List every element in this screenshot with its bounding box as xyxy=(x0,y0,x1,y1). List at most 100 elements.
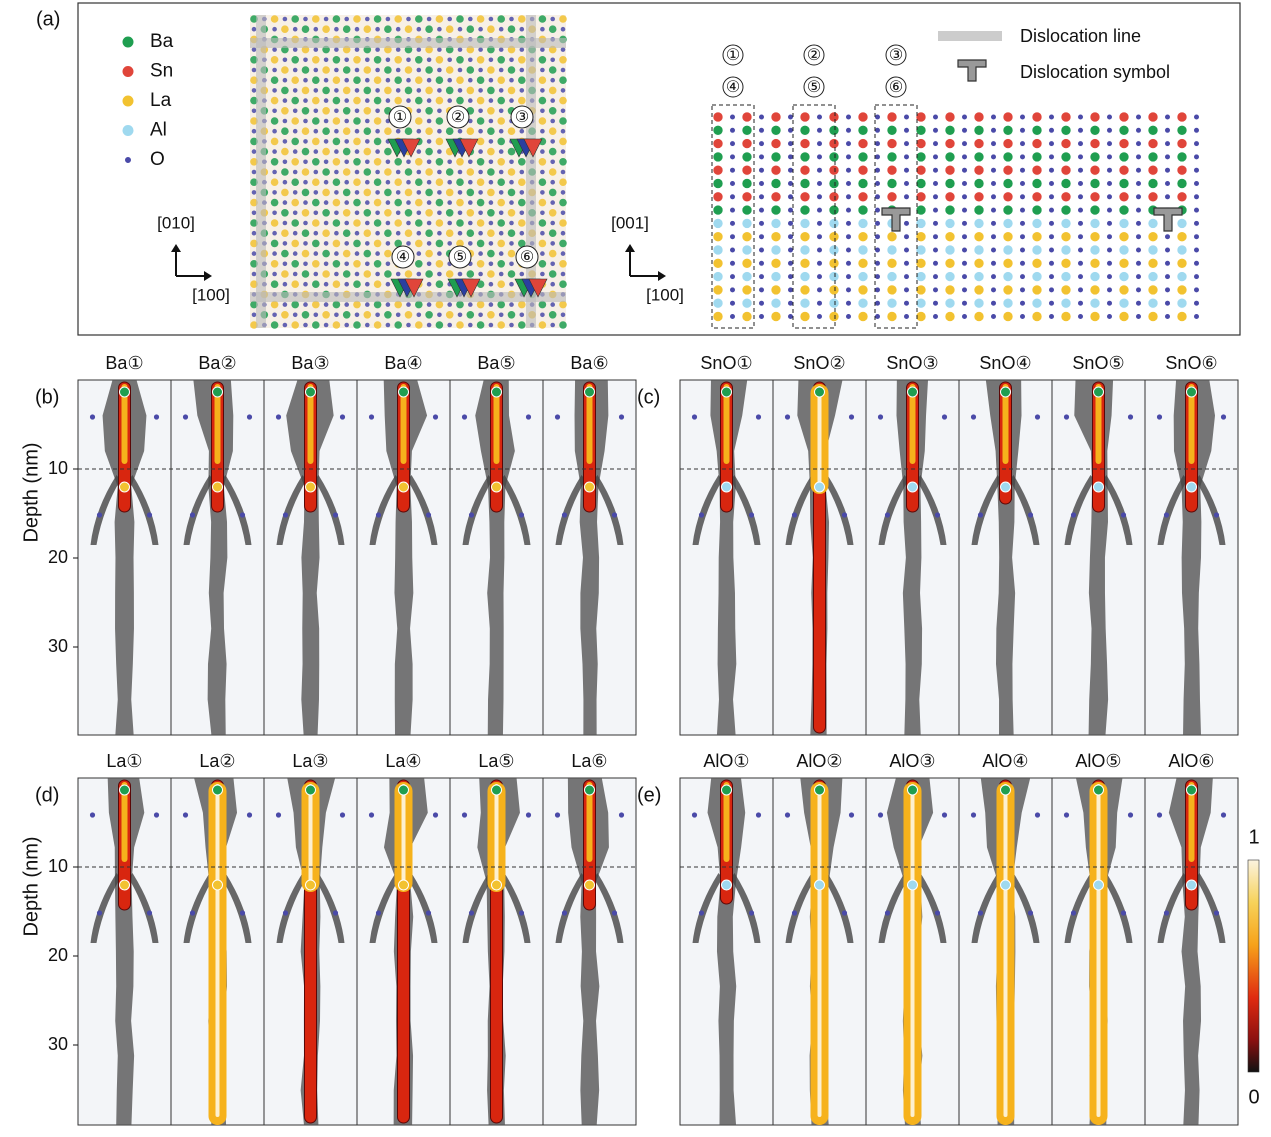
atom xyxy=(561,512,568,518)
atom xyxy=(426,98,432,103)
atom xyxy=(1135,273,1142,280)
atom xyxy=(89,414,96,420)
atom xyxy=(415,117,423,125)
atom xyxy=(435,15,444,23)
marker-circle xyxy=(391,245,415,269)
atom xyxy=(828,231,840,242)
atom xyxy=(538,96,547,105)
atom xyxy=(416,210,422,216)
atom xyxy=(758,300,765,307)
atom xyxy=(961,313,968,320)
atom xyxy=(281,147,289,156)
atom xyxy=(363,229,372,237)
atom xyxy=(874,180,881,187)
atom xyxy=(353,300,361,309)
plan-view xyxy=(250,15,567,329)
atom xyxy=(251,190,257,195)
atom xyxy=(466,188,475,197)
atom xyxy=(691,812,698,818)
atom xyxy=(944,231,956,242)
atom xyxy=(915,297,927,309)
atom xyxy=(961,153,968,160)
atom xyxy=(353,15,361,23)
column-title: SnO① xyxy=(700,353,752,373)
atom xyxy=(1060,178,1072,189)
plume-branch xyxy=(90,475,121,545)
atom xyxy=(385,302,391,307)
atom xyxy=(538,219,547,227)
atom xyxy=(426,220,432,226)
atom xyxy=(291,117,300,125)
atom xyxy=(1019,220,1026,227)
atom xyxy=(303,77,308,83)
plume-branch xyxy=(1102,873,1133,943)
atom xyxy=(944,218,956,229)
atom xyxy=(270,56,279,64)
atom xyxy=(445,127,454,135)
atom xyxy=(886,191,898,203)
atom xyxy=(435,178,444,186)
column-title: AlO⑥ xyxy=(1168,751,1214,771)
atom xyxy=(344,57,350,63)
atom xyxy=(332,76,341,84)
atom xyxy=(303,281,308,287)
atom xyxy=(1127,414,1134,420)
atom xyxy=(828,111,840,123)
atom xyxy=(437,149,442,154)
atom xyxy=(1019,273,1026,280)
atom xyxy=(342,249,351,258)
atom xyxy=(373,280,382,289)
atom xyxy=(903,180,910,187)
atom xyxy=(476,15,485,23)
atom xyxy=(1176,191,1188,203)
marker: ④ xyxy=(396,249,410,266)
atom xyxy=(404,188,413,197)
atom xyxy=(488,179,494,185)
atom xyxy=(394,219,403,227)
atom xyxy=(251,271,257,277)
atom xyxy=(1164,153,1171,160)
atom xyxy=(468,220,473,226)
atom xyxy=(415,300,423,309)
atom xyxy=(398,481,409,493)
atom xyxy=(497,76,506,84)
column-title: Ba① xyxy=(105,353,143,373)
column-title: La① xyxy=(106,751,142,771)
atom xyxy=(344,159,350,165)
atom xyxy=(1048,220,1055,227)
column-title: La⑤ xyxy=(478,751,514,771)
atom xyxy=(961,233,968,240)
atom xyxy=(281,249,289,258)
atom xyxy=(447,220,453,226)
atom xyxy=(334,88,339,93)
atom xyxy=(1106,127,1113,134)
atom xyxy=(394,56,403,64)
atom xyxy=(476,300,485,309)
atom xyxy=(1077,180,1084,187)
atom xyxy=(828,191,840,203)
atom xyxy=(990,167,997,174)
atom xyxy=(799,271,811,282)
marker: ⑥ xyxy=(520,249,534,266)
atom xyxy=(884,512,891,518)
column-title: SnO⑥ xyxy=(1165,353,1217,373)
atom xyxy=(272,67,277,73)
plume-branch xyxy=(276,873,307,943)
y-tick-label: 30 xyxy=(48,1034,68,1054)
atom xyxy=(507,311,516,319)
atom xyxy=(270,137,279,146)
atom xyxy=(344,139,350,144)
marker-circle xyxy=(885,44,907,66)
atom xyxy=(354,190,360,195)
atom xyxy=(305,386,316,398)
atom xyxy=(406,241,411,246)
atom xyxy=(291,178,300,186)
atom xyxy=(498,47,504,52)
atom xyxy=(886,257,898,269)
atom xyxy=(1176,151,1188,163)
atom xyxy=(518,321,526,329)
atom xyxy=(437,26,442,32)
atom xyxy=(1106,300,1113,307)
atom xyxy=(758,286,765,294)
atom xyxy=(426,281,432,287)
